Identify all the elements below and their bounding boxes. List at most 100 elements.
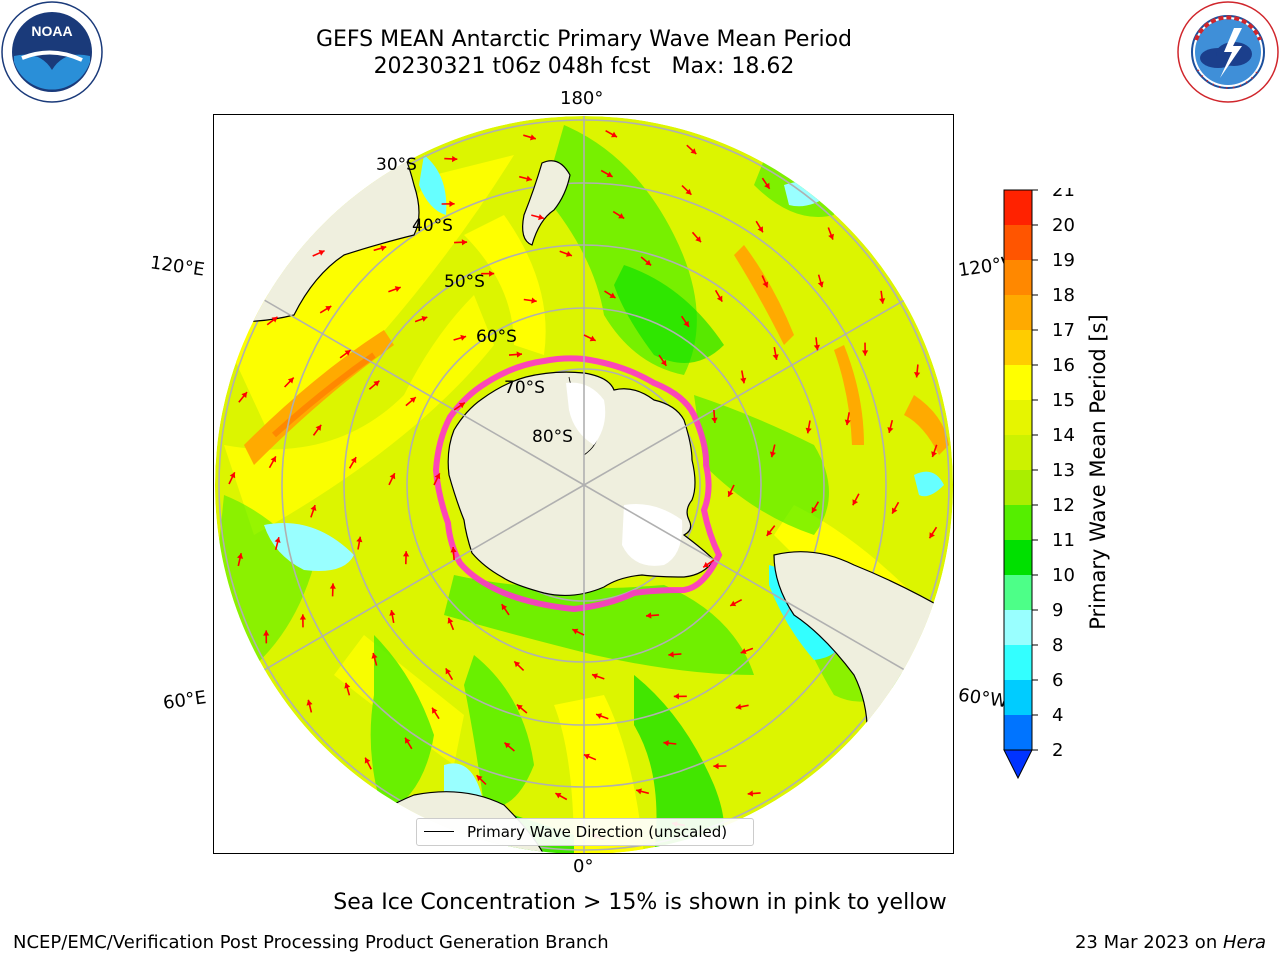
lat-label-30s: 30°S bbox=[376, 155, 417, 175]
wave-arrow-head bbox=[817, 281, 824, 288]
wave-arrow-head bbox=[727, 490, 734, 497]
colorbar-segment bbox=[1004, 365, 1032, 400]
wave-arrow-head bbox=[299, 614, 306, 620]
colorbar-segment bbox=[1004, 295, 1032, 330]
colorbar-tick-label: 4 bbox=[1052, 705, 1063, 726]
wave-arrow-head bbox=[241, 392, 247, 398]
wave-arrow-head bbox=[583, 753, 590, 760]
colorbar-tick-label: 15 bbox=[1052, 390, 1075, 411]
colorbar-tick-label: 11 bbox=[1052, 530, 1075, 551]
wave-arrow-head bbox=[769, 451, 776, 458]
wave-arrow-head bbox=[287, 377, 294, 384]
wave-arrow-head bbox=[555, 793, 562, 799]
wave-arrow-head bbox=[931, 451, 937, 457]
wave-arrow-head bbox=[405, 737, 411, 744]
legend-text: Primary Wave Direction (unscaled) bbox=[467, 823, 728, 841]
wave-arrow-head bbox=[879, 298, 886, 304]
colorbar-tick-label: 14 bbox=[1052, 425, 1075, 446]
wave-arrow-head bbox=[713, 763, 719, 770]
wave-arrow-head bbox=[325, 306, 332, 312]
nws-logo bbox=[1177, 1, 1279, 103]
wave-arrow-head bbox=[489, 270, 495, 277]
wave-arrow-head bbox=[449, 200, 455, 207]
wave-arrow-head bbox=[315, 424, 322, 431]
wave-arrow-head bbox=[364, 757, 371, 764]
wave-arrow-head bbox=[460, 334, 467, 341]
wave-arrow-head bbox=[592, 673, 598, 680]
wave-arrow-head bbox=[646, 612, 652, 619]
wave-arrow-head bbox=[611, 131, 617, 138]
wave-direction-arrows bbox=[228, 129, 938, 841]
antarctic-projection: 30°S 40°S 50°S 60°S 70°S 80°S bbox=[214, 115, 953, 853]
noaa-logo: NOAA bbox=[1, 1, 103, 103]
wave-arrow-head bbox=[711, 417, 718, 423]
wave-arrow-head bbox=[762, 281, 769, 288]
wave-arrow-head bbox=[450, 547, 457, 553]
wave-arrow-head bbox=[514, 661, 521, 668]
lat-label-80s: 80°S bbox=[532, 427, 573, 447]
wave-arrow-head bbox=[703, 561, 710, 568]
colorbar-extend-triangle bbox=[1003, 749, 1033, 780]
wave-arrow-head bbox=[929, 532, 935, 539]
colorbar-tick-label: 8 bbox=[1052, 635, 1063, 656]
lat-label-50s: 50°S bbox=[444, 272, 485, 292]
lon-label-120e: 120°E bbox=[148, 252, 206, 281]
lon-label-180: 180° bbox=[560, 88, 604, 109]
wave-arrow-head bbox=[531, 297, 537, 304]
noaa-logo-text: NOAA bbox=[31, 23, 72, 39]
wave-arrow-head bbox=[609, 292, 616, 298]
colorbar: 21 20 19 18 17 16 15 14 13 12 11 10 9 8 6 4 2 bbox=[1003, 188, 1075, 780]
wave-arrow-head bbox=[538, 214, 544, 221]
colorbar-segment bbox=[1004, 400, 1032, 435]
wave-arrow-head bbox=[606, 171, 613, 177]
colorbar-tick-label: 21 bbox=[1052, 188, 1075, 201]
wave-arrow-head bbox=[663, 740, 669, 747]
wave-arrow-head bbox=[668, 651, 674, 658]
wave-arrow-head bbox=[914, 372, 921, 378]
chart-subtitle: 20230321 t06z 048h fcst Max: 18.62 bbox=[184, 54, 984, 80]
lat-label-60s: 60°S bbox=[476, 327, 517, 347]
wave-arrow-head bbox=[716, 295, 723, 302]
colorbar-segments bbox=[1003, 189, 1033, 780]
colorbar-segment bbox=[1004, 680, 1032, 715]
colorbar-tick-label: 19 bbox=[1052, 250, 1075, 271]
wave-arrow-head bbox=[274, 537, 281, 543]
wave-arrow-head bbox=[596, 713, 602, 719]
colorbar-tick-label: 6 bbox=[1052, 670, 1063, 691]
wave-arrow-head bbox=[461, 239, 468, 246]
wave-arrow-head bbox=[683, 320, 689, 327]
footer-date-text: 23 Mar 2023 on bbox=[1074, 932, 1223, 953]
wave-arrow-head bbox=[516, 351, 522, 358]
colorbar-tick-label: 10 bbox=[1052, 565, 1075, 586]
colorbar-segment bbox=[1004, 645, 1032, 680]
wave-arrow-head bbox=[389, 610, 396, 616]
colorbar-label: Primary Wave Mean Period [s] bbox=[1086, 314, 1110, 630]
wave-arrow-head bbox=[730, 600, 737, 607]
latitude-labels: 30°S 40°S 50°S 60°S 70°S 80°S bbox=[376, 155, 573, 447]
colorbar-segment bbox=[1004, 260, 1032, 295]
wave-arrow-head bbox=[409, 397, 416, 403]
wave-arrow-head bbox=[344, 682, 351, 689]
wave-arrow-head bbox=[403, 551, 410, 557]
wave-arrow-head bbox=[887, 427, 894, 433]
wave-arrow-head bbox=[318, 250, 325, 256]
wave-arrow-head bbox=[589, 335, 596, 342]
wave-arrow-head bbox=[501, 604, 508, 611]
wave-arrow-head bbox=[452, 155, 458, 163]
footer-date: 23 Mar 2023 on Hera bbox=[1075, 932, 1266, 953]
wave-arrow-head bbox=[852, 499, 858, 506]
wave-arrow-head bbox=[389, 473, 396, 480]
wave-arrow-head bbox=[306, 699, 313, 706]
wave-arrow-head bbox=[862, 350, 869, 356]
wave-arrow-head bbox=[458, 402, 465, 409]
wave-arrow-head bbox=[310, 505, 317, 511]
wave-arrow-head bbox=[747, 790, 753, 797]
colorbar-tick-label: 17 bbox=[1052, 320, 1075, 341]
colorbar-tick-label: 12 bbox=[1052, 495, 1075, 516]
wave-arrow-head bbox=[740, 377, 747, 384]
colorbar-ticks: 21 20 19 18 17 16 15 14 13 12 11 10 9 8 6 4 2 bbox=[1032, 188, 1075, 761]
wave-arrow-head bbox=[572, 628, 579, 635]
wave-arrow-head bbox=[229, 472, 236, 479]
wave-arrow-head bbox=[476, 775, 483, 782]
wave-arrow-head bbox=[766, 530, 773, 536]
